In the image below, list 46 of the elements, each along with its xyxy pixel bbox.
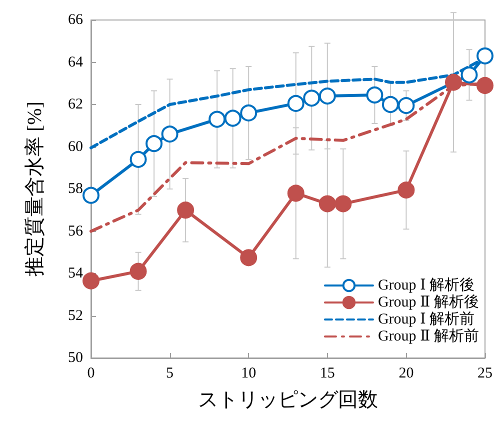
legend-label: Group Ⅰ 解析前 — [378, 310, 475, 328]
point — [366, 86, 384, 104]
x-tick-label: 5 — [166, 366, 174, 382]
point — [476, 47, 494, 64]
point — [146, 135, 163, 152]
x-tick-label: 0 — [87, 366, 95, 382]
point — [130, 262, 147, 280]
point — [82, 272, 100, 290]
point — [161, 126, 178, 143]
y-tick-label: 66 — [68, 12, 84, 28]
point — [224, 110, 242, 127]
x-tick-label: 25 — [478, 366, 492, 382]
point — [398, 182, 415, 199]
x-tick-label: 10 — [241, 366, 256, 382]
point — [303, 90, 320, 107]
point — [382, 96, 399, 113]
x-tick-label: 15 — [320, 366, 335, 382]
legend-label: Group Ⅱ 解析後 — [378, 294, 480, 310]
y-tick-label: 52 — [68, 308, 83, 324]
point — [334, 195, 352, 212]
y-tick-label: 62 — [68, 96, 83, 112]
point — [287, 94, 304, 112]
x-tick-label: 20 — [398, 366, 414, 382]
point — [398, 97, 415, 114]
point — [82, 186, 100, 204]
point — [460, 66, 478, 84]
point — [240, 249, 258, 266]
y-tick-label: 50 — [68, 350, 83, 366]
y-tick-label: 60 — [68, 138, 83, 155]
y-tick-label: 64 — [68, 54, 84, 70]
point — [177, 202, 194, 219]
point — [208, 110, 226, 128]
point — [476, 76, 494, 94]
x-axis-title: ストリッピング回数 — [198, 389, 378, 411]
legend-label: Group Ⅱ 解析前 — [378, 328, 480, 344]
y-tick-label: 56 — [68, 223, 84, 240]
y-tick-label: 58 — [68, 181, 83, 197]
point — [287, 184, 304, 202]
point — [318, 195, 336, 212]
legend-label: Group Ⅰ 解析後 — [378, 276, 475, 294]
point — [240, 104, 258, 122]
y-tick-label: 54 — [68, 266, 84, 282]
point — [318, 88, 336, 105]
point — [444, 74, 462, 91]
y-axis-title: 推定質量含水率 [%] — [24, 102, 46, 276]
point — [130, 150, 147, 168]
